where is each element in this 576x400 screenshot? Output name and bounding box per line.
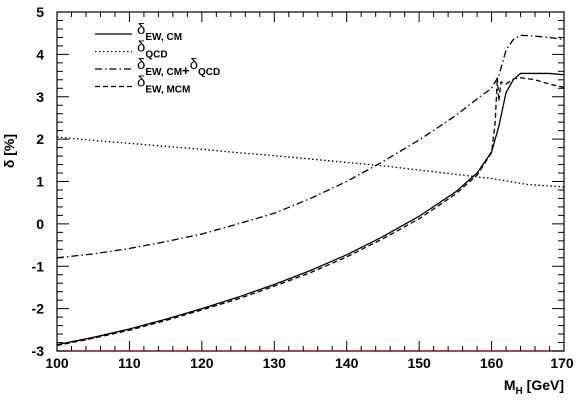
y-tick-label: 0	[36, 216, 44, 232]
x-tick-label: 110	[118, 355, 141, 371]
y-axis-title: δ [%]	[1, 134, 17, 168]
x-tick-label: 100	[45, 355, 69, 371]
y-tick-label: 2	[36, 131, 44, 147]
y-tick-label: 5	[36, 4, 44, 20]
legend-label: δQCD	[137, 39, 168, 61]
x-tick-label: 120	[190, 355, 214, 371]
y-tick-label: -3	[32, 343, 45, 359]
x-tick-label: 150	[407, 355, 431, 371]
y-tick-label: -2	[32, 301, 45, 317]
x-axis-ticks: 100 110 120 130 140 150 160 170	[45, 12, 574, 371]
x-axis-title: MH [GeV]	[504, 377, 564, 397]
x-tick-label: 130	[263, 355, 287, 371]
legend-label: δEW, CM+δQCD	[137, 56, 220, 78]
plot-lines	[56, 34, 565, 347]
y-tick-label: 3	[36, 89, 44, 105]
series-line-4	[56, 77, 565, 347]
series-line-1	[56, 72, 565, 346]
y-tick-label: 1	[36, 174, 44, 190]
series-line-3	[56, 34, 565, 259]
x-tick-label: 170	[550, 355, 574, 371]
legend-label: δEW, MCM	[137, 74, 190, 96]
legend-label: δEW, CM	[137, 21, 182, 43]
x-tick-label: 140	[335, 355, 359, 371]
y-tick-label: 4	[36, 46, 44, 62]
x-tick-label: 160	[480, 355, 504, 371]
y-tick-label: -1	[32, 258, 45, 274]
y-axis-ticks: -3 -2 -1 0 1 2 3 4 5	[32, 4, 564, 359]
series-line-2	[56, 136, 565, 188]
